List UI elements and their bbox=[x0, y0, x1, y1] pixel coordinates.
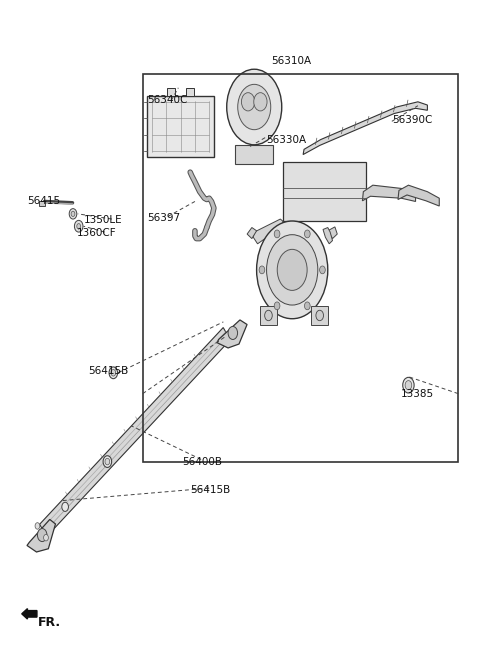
Text: 56330A: 56330A bbox=[266, 135, 306, 145]
Polygon shape bbox=[303, 102, 427, 154]
Text: 56415B: 56415B bbox=[88, 366, 129, 376]
Circle shape bbox=[228, 327, 238, 340]
Circle shape bbox=[105, 459, 110, 465]
Circle shape bbox=[274, 302, 280, 309]
Circle shape bbox=[257, 221, 328, 319]
Circle shape bbox=[274, 230, 280, 238]
Circle shape bbox=[266, 235, 318, 305]
Text: 56415: 56415 bbox=[27, 196, 60, 206]
Polygon shape bbox=[328, 227, 337, 238]
Polygon shape bbox=[27, 520, 56, 552]
Circle shape bbox=[227, 69, 282, 145]
Circle shape bbox=[109, 367, 118, 378]
Bar bbox=[147, 96, 214, 158]
Bar bbox=[168, 88, 175, 96]
Circle shape bbox=[35, 523, 40, 529]
Polygon shape bbox=[40, 328, 230, 537]
Text: 56415B: 56415B bbox=[190, 485, 230, 495]
Circle shape bbox=[316, 310, 324, 321]
Polygon shape bbox=[323, 227, 333, 244]
Circle shape bbox=[111, 369, 116, 376]
Polygon shape bbox=[253, 219, 283, 244]
Circle shape bbox=[277, 250, 307, 290]
Text: 56310A: 56310A bbox=[271, 57, 311, 66]
Text: 56340C: 56340C bbox=[147, 95, 188, 106]
Bar bbox=[311, 306, 328, 325]
Circle shape bbox=[44, 534, 48, 541]
Circle shape bbox=[69, 209, 77, 219]
FancyArrow shape bbox=[22, 608, 37, 619]
Polygon shape bbox=[362, 185, 416, 202]
Circle shape bbox=[62, 503, 69, 511]
Text: 1350LE: 1350LE bbox=[84, 215, 122, 225]
Circle shape bbox=[304, 302, 310, 309]
Text: 1360CF: 1360CF bbox=[76, 229, 116, 238]
Text: 56400B: 56400B bbox=[182, 457, 222, 467]
Circle shape bbox=[77, 223, 81, 229]
Circle shape bbox=[259, 266, 265, 274]
Circle shape bbox=[37, 528, 47, 541]
Text: 56390C: 56390C bbox=[392, 115, 432, 125]
Polygon shape bbox=[235, 145, 273, 164]
Polygon shape bbox=[247, 227, 257, 238]
Circle shape bbox=[74, 220, 83, 232]
Text: 56397: 56397 bbox=[147, 213, 180, 223]
Circle shape bbox=[264, 310, 272, 321]
Circle shape bbox=[103, 456, 112, 467]
Circle shape bbox=[405, 380, 412, 390]
Bar bbox=[260, 306, 277, 325]
Text: FR.: FR. bbox=[38, 616, 61, 629]
Bar bbox=[283, 162, 366, 221]
Polygon shape bbox=[217, 320, 247, 348]
Text: 13385: 13385 bbox=[401, 389, 434, 399]
Bar bbox=[39, 201, 45, 206]
Circle shape bbox=[71, 212, 75, 216]
Circle shape bbox=[320, 266, 325, 274]
Circle shape bbox=[304, 230, 310, 238]
Circle shape bbox=[403, 377, 414, 393]
Bar bbox=[186, 88, 194, 96]
Bar bbox=[143, 74, 458, 462]
Circle shape bbox=[254, 93, 267, 111]
Circle shape bbox=[241, 93, 255, 111]
Circle shape bbox=[238, 84, 271, 129]
Polygon shape bbox=[398, 185, 439, 206]
